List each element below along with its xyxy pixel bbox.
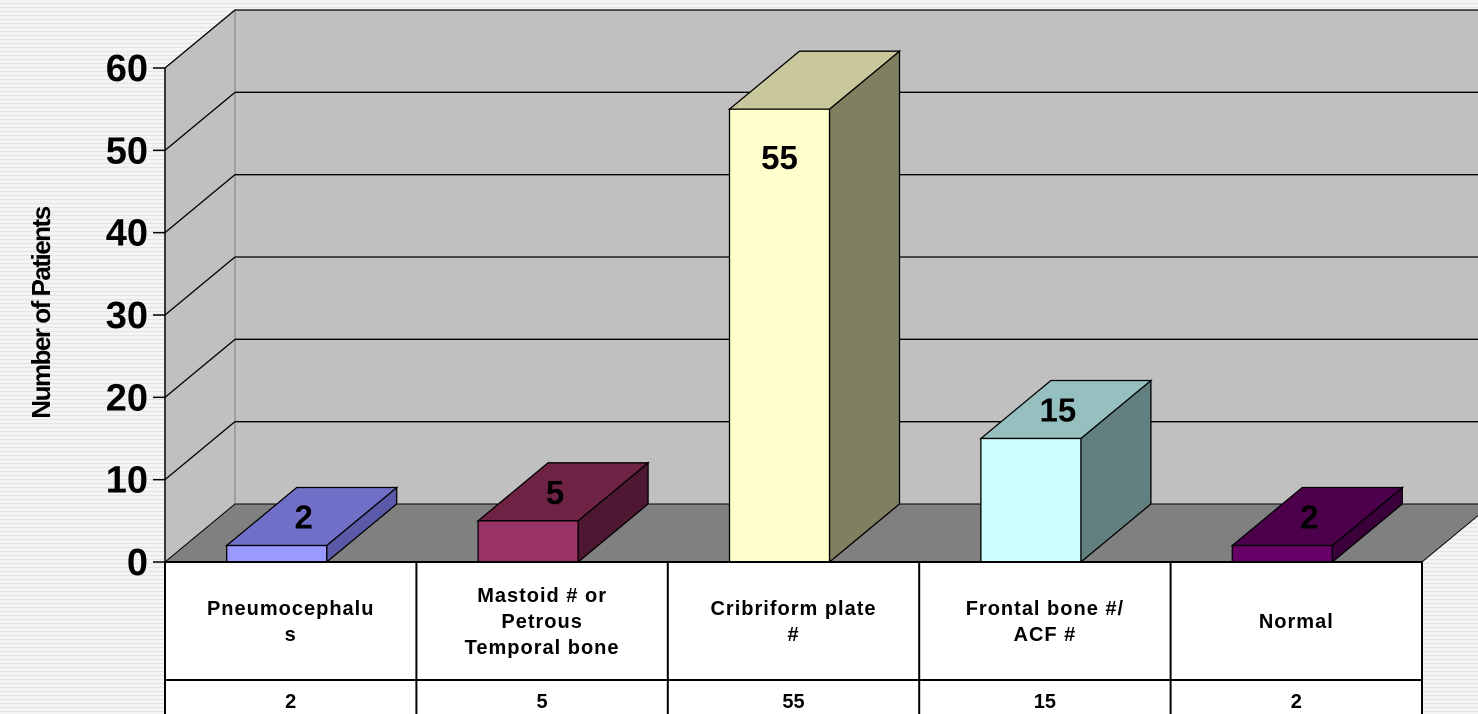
category-label-line: Mastoid # or [477,585,607,607]
category-label-line: ACF # [1014,624,1077,646]
bar-3: 55 [727,49,902,564]
table-background [165,562,1422,714]
y-tick-label: 40 [106,213,148,255]
data-label: 2 [1300,499,1318,536]
bar-side [828,49,901,564]
bar-front [477,520,579,563]
data-label: 15 [1040,392,1077,429]
data-label: 55 [761,139,798,176]
category-label-line: s [285,624,297,646]
category-label: Cribriform plate # [710,598,876,646]
category-label: Pneumocephalu s [207,598,374,646]
gridline-diagonal [164,421,236,481]
y-tick-label: 10 [106,460,148,502]
bar-2: 5 [476,461,650,564]
category-label-line: Petrous [501,611,582,633]
gridline-diagonal [164,338,236,398]
gridline-diagonal [164,9,236,69]
category-label-line: Frontal bone #/ [966,598,1124,620]
data-table: Pneumocephalu s 2 Mastoid # or Petrous Tempor… [164,561,1423,714]
y-axis: 0 10 20 30 40 50 60 [106,48,166,584]
y-tick-label: 50 [106,130,148,172]
table-value: 55 [782,691,804,713]
category-label: Frontal bone #/ ACF # [966,598,1124,646]
table-value: 15 [1034,691,1056,713]
bar-front [226,544,328,563]
bar-5: 2 [1230,486,1405,564]
gridline-diagonal [164,256,236,316]
y-axis-label: Number of Patients [26,206,56,418]
table-value: 2 [285,691,296,713]
gridline-diagonal [164,91,236,151]
category-label-line: Normal [1259,611,1334,633]
table-value: 2 [1291,691,1302,713]
category-label-line: Temporal bone [465,637,620,659]
bar-front [1231,544,1333,563]
data-label: 2 [295,499,313,536]
category-label: Mastoid # or Petrous Temporal bone [465,585,620,659]
category-label-line: Pneumocephalu [207,598,374,620]
category-label-line: Cribriform plate [710,598,876,620]
data-label: 5 [546,474,564,511]
bar-front [728,108,831,563]
category-label: Normal [1259,611,1334,633]
table-value: 5 [537,691,548,713]
gridline-diagonal [164,174,236,234]
y-tick-label: 60 [106,48,148,90]
y-tick-label: 0 [127,542,148,584]
bar-1: 2 [224,486,399,564]
category-label-line: # [787,624,799,646]
y-tick-label: 20 [106,377,148,419]
bar-front [980,437,1082,563]
bar-4: 15 [979,379,1153,564]
y-tick-label: 30 [106,295,148,337]
